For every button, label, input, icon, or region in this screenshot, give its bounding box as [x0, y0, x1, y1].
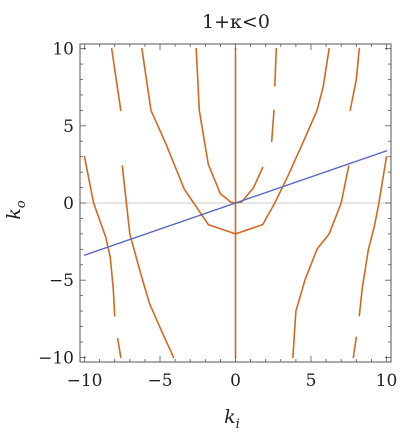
x-tick-label: 0 — [230, 371, 241, 391]
contour-curve-9 — [349, 47, 361, 112]
y-tick-label: 10 — [52, 40, 74, 60]
x-axis-label: ki — [224, 406, 240, 432]
chart-title: 1+κ<0 — [202, 11, 270, 33]
contour-curve-0 — [110, 47, 122, 112]
y-axis-label-subscript: o — [14, 200, 29, 208]
contour-curve-1 — [121, 165, 175, 359]
contour-curve-4 — [195, 47, 264, 204]
x-axis-label-subscript: i — [236, 417, 240, 432]
x-tick-label: −10 — [67, 371, 103, 391]
contour-curve-12 — [352, 336, 358, 359]
contour-curve-5 — [270, 109, 275, 143]
y-tick-label: −10 — [38, 348, 74, 368]
contour-curve-7 — [141, 47, 330, 235]
x-tick-label: 10 — [376, 371, 398, 391]
contour-curve-10 — [292, 165, 350, 359]
contour-curve-3 — [116, 337, 122, 359]
y-tick-label: 0 — [63, 194, 74, 214]
plot-area: −10 −5 0 5 10 −10 −5 0 5 10 — [38, 40, 397, 391]
line-series — [83, 150, 388, 256]
x-tick-label: 5 — [306, 371, 317, 391]
contour-curve-2 — [83, 155, 116, 317]
y-tick-label: −5 — [49, 271, 74, 291]
x-tick-label: −5 — [147, 371, 172, 391]
y-tick-label: 5 — [63, 117, 74, 137]
series-group — [83, 47, 388, 359]
y-axis-label: ko — [3, 200, 29, 220]
contour-curve-6 — [273, 47, 278, 87]
contour-curve-11 — [358, 155, 388, 317]
